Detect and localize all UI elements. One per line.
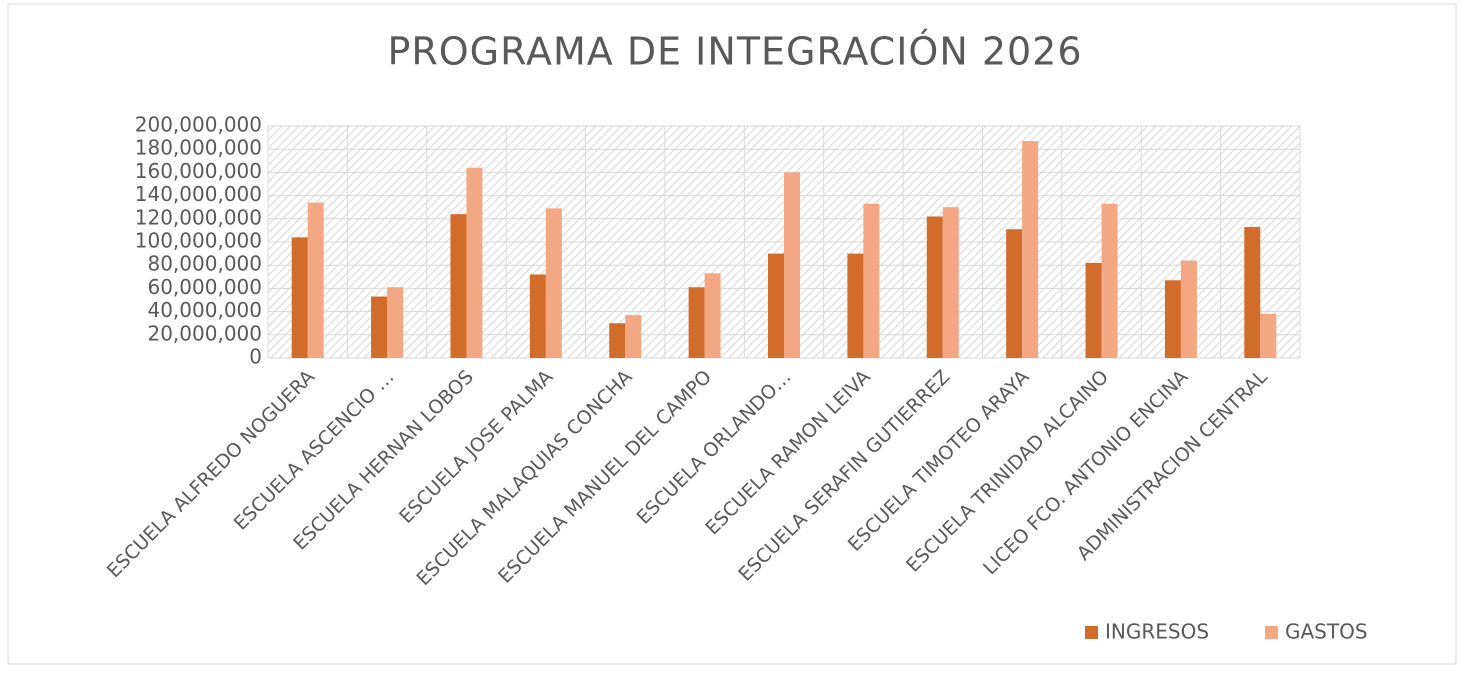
bar bbox=[529, 274, 546, 358]
bar bbox=[1180, 260, 1197, 358]
bar bbox=[784, 172, 800, 358]
bar bbox=[609, 323, 626, 358]
bar bbox=[942, 207, 959, 358]
bar bbox=[291, 237, 308, 358]
y-tick-label: 20,000,000 bbox=[147, 321, 262, 345]
y-tick-label: 80,000,000 bbox=[147, 252, 262, 276]
legend-swatch bbox=[1085, 626, 1098, 639]
bar bbox=[545, 208, 562, 358]
y-tick-label: 60,000,000 bbox=[147, 275, 262, 299]
chart-title: PROGRAMA DE INTEGRACIÓN 2026 bbox=[387, 30, 1082, 74]
bar bbox=[704, 273, 721, 358]
bar bbox=[1260, 313, 1277, 358]
y-tick-label: 180,000,000 bbox=[135, 136, 262, 160]
y-tick-label: 0 bbox=[249, 345, 262, 369]
bar bbox=[625, 315, 642, 358]
bar bbox=[371, 296, 388, 358]
y-tick-label: 140,000,000 bbox=[135, 182, 262, 206]
legend-label: GASTOS bbox=[1285, 620, 1368, 644]
y-tick-label: 160,000,000 bbox=[135, 159, 262, 183]
y-tick-label: 40,000,000 bbox=[147, 298, 262, 322]
y-tick-label: 120,000,000 bbox=[135, 205, 262, 229]
bar bbox=[450, 214, 467, 358]
bar bbox=[1006, 229, 1023, 358]
y-tick-label: 200,000,000 bbox=[135, 113, 262, 137]
bar bbox=[847, 253, 864, 358]
bar bbox=[688, 287, 705, 358]
bar bbox=[1085, 262, 1102, 358]
bar bbox=[307, 202, 324, 358]
bar bbox=[1101, 203, 1118, 358]
bar bbox=[466, 167, 483, 358]
bar bbox=[1164, 280, 1181, 358]
bar bbox=[1022, 141, 1039, 358]
y-tick-label: 100,000,000 bbox=[135, 229, 262, 253]
legend-swatch bbox=[1265, 626, 1278, 639]
legend-label: INGRESOS bbox=[1105, 620, 1209, 644]
bar bbox=[768, 253, 784, 358]
bar bbox=[1244, 226, 1261, 358]
bar bbox=[387, 287, 404, 358]
bar bbox=[863, 203, 880, 358]
bar bbox=[926, 216, 943, 358]
